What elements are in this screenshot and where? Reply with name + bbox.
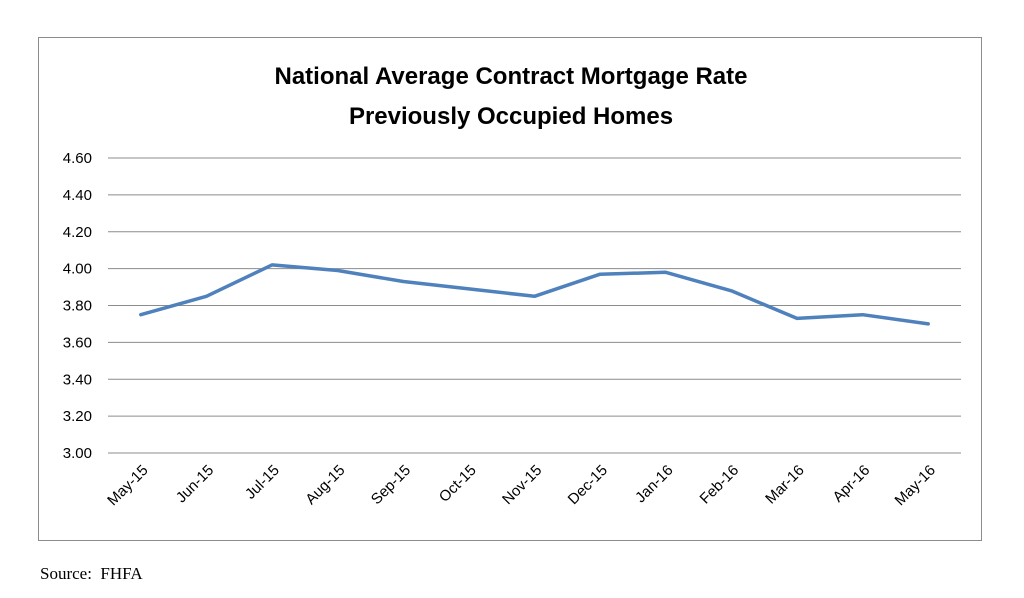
y-tick-label: 3.60	[63, 334, 92, 351]
chart-frame: National Average Contract Mortgage Rate …	[38, 37, 982, 541]
x-tick-label: Dec-15	[565, 462, 611, 508]
y-tick-label: 3.00	[63, 445, 92, 462]
y-tick-label: 3.20	[63, 408, 92, 425]
y-tick-label: 4.20	[63, 224, 92, 241]
x-tick-label: Oct-15	[436, 462, 480, 506]
gridlines	[108, 157, 961, 454]
x-tick-label: Aug-15	[302, 462, 348, 508]
y-tick-label: 4.40	[63, 187, 92, 204]
y-tick-label: 3.80	[63, 298, 92, 315]
x-tick-label: Jan-16	[632, 462, 676, 506]
x-tick-label: Apr-16	[830, 462, 874, 506]
y-tick-label: 4.00	[63, 261, 92, 278]
x-tick-label: Jul-15	[242, 462, 283, 503]
line-chart: National Average Contract Mortgage Rate …	[63, 63, 961, 509]
series-layer	[139, 263, 930, 326]
x-tick-label: Jun-15	[173, 462, 217, 506]
x-axis-tick-labels: May-15 Jun-15 Jul-15 Aug-15 Sep-15 Oct-15 Nov-…	[104, 462, 939, 509]
chart-title-line-2: Previously Occupied Homes	[349, 103, 673, 130]
source-note: Source: FHFA	[40, 564, 143, 583]
y-axis-tick-labels: 3.00 3.20 3.40 3.60 3.80 4.00 4.20 4.40 4.60	[63, 150, 92, 462]
chart-title-line-1: National Average Contract Mortgage Rate	[275, 63, 748, 90]
y-tick-label: 4.60	[63, 150, 92, 167]
x-tick-label: Feb-16	[697, 462, 743, 508]
x-tick-label: May-16	[892, 462, 939, 509]
series-line-0	[139, 263, 930, 326]
y-tick-label: 3.40	[63, 371, 92, 388]
x-tick-label: May-15	[104, 462, 151, 509]
x-tick-label: Nov-15	[499, 462, 545, 508]
x-tick-label: Mar-16	[762, 462, 808, 508]
x-tick-label: Sep-15	[368, 462, 414, 508]
